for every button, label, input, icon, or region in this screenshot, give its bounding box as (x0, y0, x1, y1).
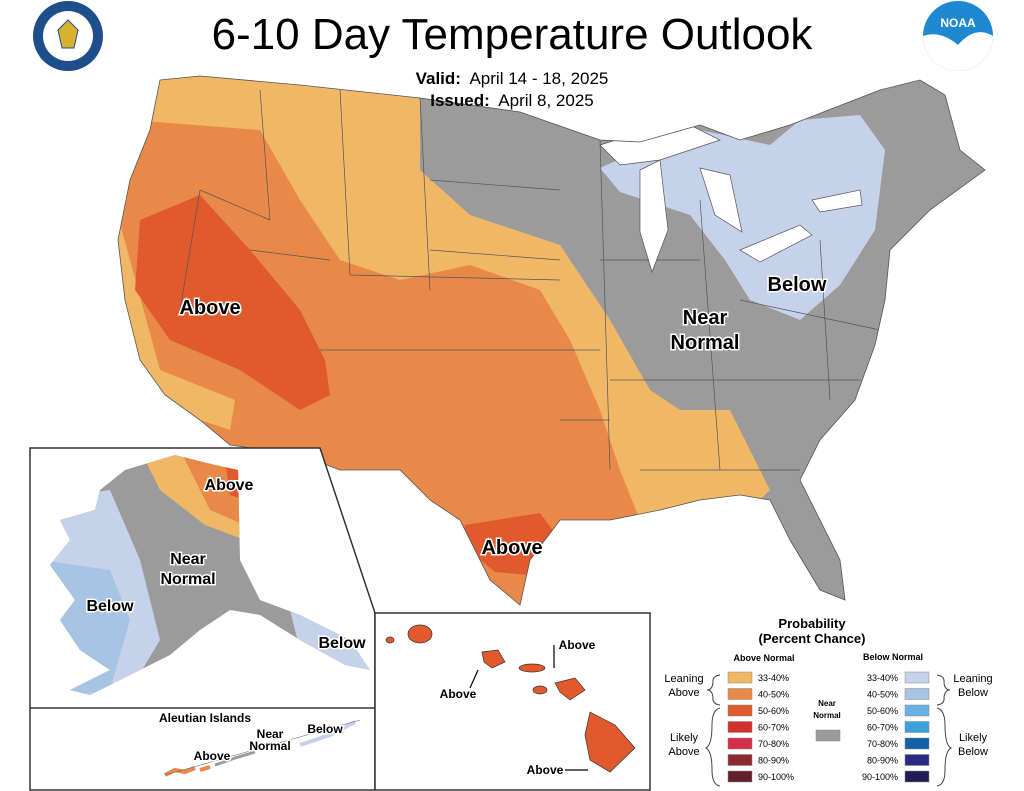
legend-below-swatch (904, 754, 930, 766)
legend-above-range: 40-50% (758, 690, 789, 700)
ak-label-near: Near (170, 551, 206, 568)
valid-label: Valid: (415, 69, 461, 88)
hi-label-above-1: Above (559, 638, 596, 652)
legend-below-swatch (904, 721, 930, 733)
legend-below-header: Below Normal (863, 652, 923, 662)
legend-above-swatch (727, 721, 753, 733)
page-title: 6-10 Day Temperature Outlook (211, 10, 813, 59)
legend: Probability (Percent Chance) Above Norma… (664, 616, 993, 787)
ak-label-below-west: Below (86, 598, 134, 615)
noaa-logo-text: NOAA (940, 16, 976, 30)
legend-below-range: 33-40% (867, 673, 898, 683)
label-above-texas: Above (481, 537, 542, 559)
label-normal: Normal (671, 332, 740, 354)
legend-above-range: 70-80% (758, 739, 789, 749)
legend-below-range: 90-100% (862, 772, 898, 782)
legend-above-swatch (727, 688, 753, 700)
hi-label-above-3: Above (527, 763, 564, 777)
legend-likely-above-1: Likely (670, 732, 699, 744)
legend-above-header: Above Normal (733, 653, 794, 663)
noaa-logo: NOAA (923, 1, 993, 71)
legend-brace-above (704, 674, 721, 787)
legend-above-range: 80-90% (758, 756, 789, 766)
aleutian-title: Aleutian Islands (159, 711, 251, 725)
issued-label: Issued: (430, 91, 490, 110)
label-below-ne: Below (768, 274, 827, 296)
issued-line: Issued: April 8, 2025 (0, 91, 1024, 111)
legend-brace-below (936, 674, 953, 787)
aleutian-label-below: Below (307, 722, 343, 736)
legend-above-swatch (727, 737, 753, 750)
legend-likely-below-2: Below (958, 746, 988, 758)
aleutian-label-above: Above (194, 749, 231, 763)
legend-title: Probability (778, 616, 846, 631)
issued-value: April 8, 2025 (498, 91, 594, 110)
aleutian-islands (164, 719, 361, 777)
valid-value: April 14 - 18, 2025 (469, 69, 609, 88)
legend-above-swatch (727, 770, 753, 783)
legend-leaning-below-1: Leaning (953, 673, 992, 685)
legend-below-range: 60-70% (867, 723, 898, 733)
legend-likely-above-2: Above (668, 746, 699, 758)
aleutian-label-near: Near (257, 727, 284, 741)
great-lakes (599, 119, 863, 274)
legend-below-swatch (904, 704, 930, 717)
leaning-below-region (600, 115, 885, 320)
doc-seal-logo (33, 1, 103, 71)
ak-label-below-se: Below (318, 635, 366, 652)
legend-below-swatch (904, 770, 930, 783)
legend-subtitle: (Percent Chance) (759, 631, 866, 646)
label-above-west: Above (179, 297, 240, 319)
legend-below-swatch (904, 671, 930, 684)
ak-label-normal: Normal (160, 571, 215, 588)
legend-below-range: 50-60% (867, 706, 898, 716)
legend-likely-below-1: Likely (959, 732, 988, 744)
label-near: Near (683, 307, 728, 329)
legend-above-swatch (727, 671, 753, 684)
legend-below-range: 80-90% (867, 756, 898, 766)
legend-below-range: 70-80% (867, 739, 898, 749)
legend-near-2: Normal (813, 711, 841, 720)
legend-above-swatch (727, 704, 753, 717)
legend-leaning-above-2: Above (668, 687, 699, 699)
hi-label-above-2: Above (440, 687, 477, 701)
hawaii-islands (385, 624, 636, 773)
legend-below-range: 40-50% (867, 690, 898, 700)
above-50-60-west-region (135, 195, 330, 410)
valid-line: Valid: April 14 - 18, 2025 (0, 69, 1024, 89)
aleutian-label-normal: Normal (249, 739, 290, 753)
legend-above-range: 90-100% (758, 772, 794, 782)
legend-near-swatch (815, 729, 841, 742)
legend-below-swatch (904, 737, 930, 750)
ak-label-above: Above (205, 477, 254, 494)
legend-above-range: 60-70% (758, 723, 789, 733)
legend-leaning-below-2: Below (958, 687, 988, 699)
legend-above-range: 33-40% (758, 673, 789, 683)
legend-above-range: 50-60% (758, 706, 789, 716)
state-lines (179, 89, 881, 471)
legend-leaning-above-1: Leaning (664, 673, 703, 685)
legend-near-1: Near (818, 699, 836, 708)
legend-above-swatch (727, 754, 753, 766)
legend-below-swatch (904, 688, 930, 700)
